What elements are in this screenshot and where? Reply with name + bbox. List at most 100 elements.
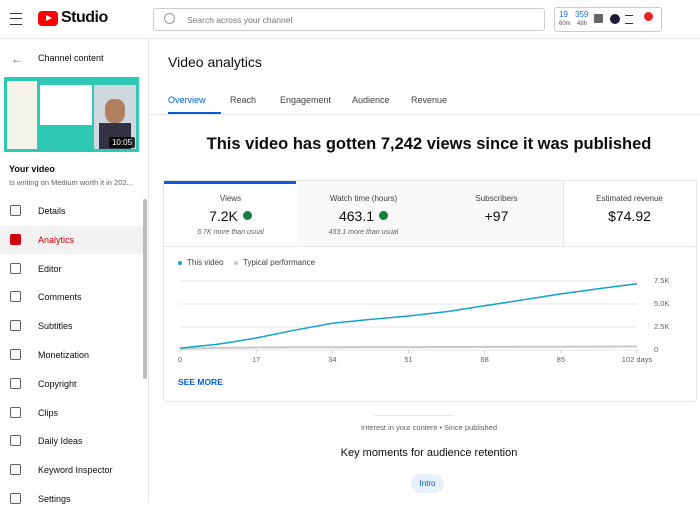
headline: This video has gotten 7,242 views since … (206, 135, 652, 153)
logo[interactable] (38, 11, 58, 26)
nav-icon (10, 377, 21, 389)
metric-label: Subscribers (475, 194, 518, 203)
metric-card[interactable]: Watch time (hours) 463.1 433.1 more than u… (297, 181, 431, 246)
analytics-card (163, 180, 697, 402)
nav-label: Monetization (38, 350, 90, 360)
metric-value: $74.92 (608, 208, 651, 224)
nav-item[interactable]: Analytics (0, 225, 143, 254)
thumbnail[interactable]: 10:05 (4, 77, 139, 152)
nav-item[interactable]: Copyright (0, 370, 143, 398)
nav-item[interactable]: Daily Ideas (0, 427, 143, 455)
metric-card[interactable]: Subscribers +97 (430, 181, 564, 246)
metric-note: 433.1 more than usual (328, 229, 399, 236)
page-title: Video analytics (168, 54, 262, 70)
nav-icon (10, 291, 21, 303)
divider (164, 246, 695, 247)
nav-label: Keyword Inspector (38, 465, 113, 476)
metric-value: 7.2K (164, 208, 297, 224)
divider (374, 415, 454, 416)
metric-note: 6.7K more than usual (197, 229, 264, 236)
up-icon (242, 211, 252, 220)
nav-label: Subtitles (38, 321, 73, 332)
y-tick-label: 7.5K (654, 276, 669, 285)
x-tick-label: 85 (557, 355, 565, 364)
nav-label: Comments (38, 292, 82, 303)
nav-icon (10, 320, 21, 332)
legend-dot (178, 261, 182, 265)
y-tick-label: 0 (654, 345, 658, 354)
nav-item[interactable]: Clips (0, 399, 143, 427)
metric-label: Views (219, 194, 242, 203)
nav-label: Details (38, 206, 66, 216)
header: Studio Search across your channel 19 60m… (0, 0, 700, 39)
icon[interactable] (594, 14, 603, 23)
tab[interactable]: Overview (168, 95, 206, 105)
metric-card[interactable]: Estimated revenue $74.92 (563, 181, 697, 246)
stat-value: 19 (559, 10, 568, 19)
interest-label: Interest in your content • Since publish… (360, 423, 498, 432)
nav-icon (10, 262, 21, 274)
nav-item[interactable]: Subtitles (0, 312, 143, 340)
icon[interactable] (625, 15, 633, 24)
stat-unit: 48h (577, 21, 588, 27)
section-title: Key moments for audience retention (340, 447, 518, 459)
metric-card[interactable]: Views 7.2K 6.7K more than usual (164, 181, 298, 246)
x-tick-label: 34 (328, 355, 336, 364)
nav-label: Daily Ideas (38, 436, 83, 447)
icon[interactable] (644, 12, 653, 21)
nav-icon (10, 435, 21, 447)
back-label[interactable]: Channel content (38, 53, 104, 63)
stats-panel[interactable]: 19 60m 359 48h (554, 7, 662, 32)
line-series (179, 283, 638, 349)
legend-label: Typical performance (243, 258, 316, 267)
y-tick-label: 2.5K (654, 322, 669, 331)
nav-icon (10, 493, 21, 504)
icon[interactable] (610, 14, 620, 24)
x-tick-label: 0 (178, 355, 182, 364)
metric-value: +97 (484, 208, 509, 224)
tab[interactable]: Reach (230, 95, 257, 105)
chip[interactable]: Intro (411, 474, 444, 493)
menu-icon[interactable] (10, 13, 22, 25)
x-tick-label: 68 (480, 355, 488, 364)
see-more[interactable]: SEE MORE (178, 377, 223, 387)
nav-label: Editor (38, 263, 62, 274)
nav-icon (10, 464, 21, 476)
stat-unit: 60m (559, 21, 571, 27)
y-tick-label: 5.0K (654, 299, 669, 308)
your-video: Your video (9, 164, 55, 174)
scrollbar[interactable] (143, 199, 147, 379)
nav-label: Analytics (38, 234, 75, 245)
nav-item[interactable]: Settings (0, 485, 143, 513)
nav-icon (10, 205, 21, 216)
divider (149, 114, 700, 115)
nav-item[interactable]: Editor (0, 255, 143, 283)
nav-icon (10, 233, 21, 245)
back-arrow[interactable]: ← (11, 52, 23, 66)
x-tick-label: 17 (252, 355, 260, 364)
nav-icon (10, 406, 21, 418)
up-icon (379, 211, 389, 220)
search-box[interactable]: Search across your channel (153, 8, 545, 31)
line-series (179, 345, 638, 350)
legend-dot (234, 261, 238, 265)
duration: 10:05 (108, 137, 135, 148)
search-placeholder: Search across your channel (187, 15, 293, 25)
tab-underline (168, 112, 221, 114)
nav-icon (10, 349, 21, 360)
metric-label: Watch time (hours) (329, 194, 398, 203)
tab[interactable]: Engagement (280, 95, 332, 105)
stat-value: 359 (575, 10, 589, 19)
tab[interactable]: Audience (352, 95, 390, 105)
tab[interactable]: Revenue (411, 95, 448, 105)
nav-item[interactable]: Comments (0, 283, 143, 311)
chart: 0 2.5K 5.0K 7.5K 0 17 34 51 68 85 102 days (178, 276, 670, 364)
nav-label: Copyright (38, 378, 77, 389)
nav-item[interactable]: Details (0, 197, 143, 225)
x-tick-label: 51 (404, 355, 412, 364)
metric-value: 463.1 (297, 208, 430, 224)
brand: Studio (61, 9, 108, 26)
nav-item[interactable]: Keyword Inspector (0, 456, 143, 484)
nav-item[interactable]: Monetization (0, 341, 143, 369)
